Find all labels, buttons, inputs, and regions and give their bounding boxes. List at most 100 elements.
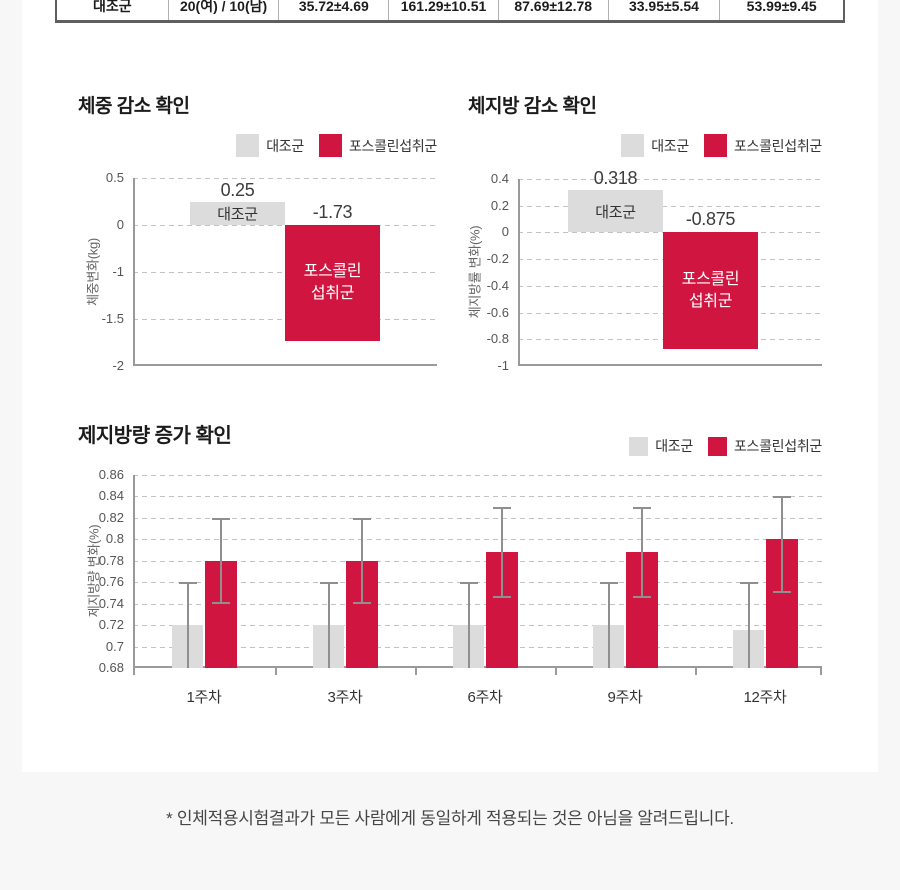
treatment-error-cap bbox=[773, 590, 791, 593]
control-error-bar bbox=[328, 582, 330, 668]
treatment-error-cap bbox=[353, 517, 371, 520]
control-error-cap bbox=[600, 582, 618, 585]
control-legend-label: 대조군 bbox=[266, 137, 304, 154]
y-tick-label: 0.76 bbox=[98, 574, 124, 590]
y-tick-label: -0.6 bbox=[486, 304, 509, 320]
gridline bbox=[133, 518, 822, 519]
legend-weight-chart: 대조군 포스콜린섭취군 bbox=[133, 134, 437, 157]
bar-value-label: -0.875 bbox=[685, 209, 736, 230]
bar-value-label: -1.73 bbox=[312, 202, 353, 222]
treatment-error-cap bbox=[212, 517, 230, 520]
table-cell: 87.69±12.78 bbox=[499, 0, 609, 20]
y-tick-label: -1 bbox=[497, 358, 509, 373]
y-tick-label: 0.4 bbox=[490, 171, 509, 186]
y-tick-label: 0.68 bbox=[98, 660, 124, 675]
table-cell: 대조군 bbox=[57, 0, 169, 20]
bar-value-label: 0.318 bbox=[593, 167, 638, 188]
y-tick-label: 0.8 bbox=[105, 531, 124, 547]
gridline bbox=[133, 475, 822, 476]
y-tick-label: 0.2 bbox=[490, 197, 509, 213]
y-tick-label: 0.5 bbox=[105, 170, 124, 185]
x-axis-label: 12주차 bbox=[743, 689, 787, 706]
control-error-cap bbox=[320, 582, 338, 585]
treatment-legend-swatch bbox=[707, 436, 727, 456]
table-cell: 20(여) / 10(남) bbox=[169, 0, 280, 20]
control-error-cap bbox=[460, 582, 478, 585]
treatment-error-cap bbox=[633, 507, 651, 510]
y-tick-label: 0.7 bbox=[105, 638, 124, 654]
control-legend-swatch bbox=[236, 134, 260, 157]
chart-title-bodyfat-loss: 체지방 감소 확인 bbox=[468, 96, 597, 117]
control-error-bar bbox=[748, 582, 750, 668]
control-error-bar bbox=[187, 582, 189, 668]
disclaimer-text: * 인체적용시험결과가 모든 사람에게 동일하게 적용되는 것은 아님을 알려드… bbox=[166, 809, 734, 828]
legend-leanmass-chart: 대조군 포스콜린섭취군 bbox=[518, 436, 822, 456]
control-bar bbox=[190, 201, 285, 225]
x-axis-line bbox=[518, 364, 822, 366]
control-error-cap bbox=[179, 582, 197, 585]
treatment-error-cap bbox=[773, 496, 791, 499]
control-legend-label: 대조군 bbox=[651, 137, 689, 154]
chart-title-leanmass-gain: 제지방량 증가 확인 bbox=[78, 425, 232, 447]
x-axis-tick bbox=[820, 668, 822, 675]
treatment-error-cap bbox=[493, 507, 511, 510]
control-legend-swatch bbox=[621, 134, 645, 157]
control-error-cap bbox=[740, 582, 758, 585]
x-axis-tick bbox=[555, 668, 557, 675]
y-axis-line bbox=[518, 179, 520, 366]
y-tick-label: 0.86 bbox=[98, 467, 124, 482]
treatment-legend-label: 포스콜린섭취군 bbox=[733, 137, 822, 154]
x-axis-tick bbox=[415, 668, 417, 675]
table-cell: 35.72±4.69 bbox=[279, 0, 390, 20]
gridline bbox=[518, 206, 822, 207]
control-legend-label: 대조군 bbox=[655, 438, 693, 454]
y-tick-label: -1 bbox=[112, 264, 124, 279]
treatment-error-bar bbox=[220, 517, 222, 604]
y-tick-label: -1.5 bbox=[101, 311, 124, 326]
treatment-bar bbox=[285, 225, 380, 341]
gridline bbox=[133, 178, 437, 179]
x-axis-label: 3주차 bbox=[327, 689, 363, 706]
subject-table: 대조군 20(여) / 10(남) 35.72±4.69 161.29±10.51 87… bbox=[55, 0, 845, 23]
y-tick-label: -2 bbox=[112, 358, 124, 373]
gridline bbox=[133, 604, 822, 605]
y-tick-label: 0.74 bbox=[98, 595, 124, 611]
x-axis-label: 9주차 bbox=[607, 689, 643, 706]
y-tick-label: -0.2 bbox=[486, 251, 509, 267]
bodyfat-change-chart: 0.4 0.2 0 -0.2 -0.4 -0.6 -0.8 -1 대조군 0.318 포스콜린 섭취… bbox=[487, 168, 822, 373]
treatment-legend-label: 포스콜린섭취군 bbox=[348, 137, 437, 154]
treatment-error-bar bbox=[781, 496, 783, 593]
control-error-bar bbox=[468, 582, 470, 668]
weight-change-chart: 0.5 0 -1 -1.5 -2 대조군 0.25 포스콜린 섭취군 -1.73 bbox=[102, 170, 437, 373]
gridline bbox=[133, 561, 822, 562]
control-legend-swatch bbox=[629, 436, 649, 456]
treatment-bar bbox=[663, 232, 758, 350]
gridline bbox=[518, 179, 822, 180]
bar-value-label: 0.25 bbox=[220, 179, 255, 200]
gridline bbox=[133, 496, 822, 497]
x-axis-tick bbox=[695, 668, 697, 675]
y-tick-label: 0.72 bbox=[98, 617, 124, 633]
treatment-error-cap bbox=[493, 596, 511, 599]
x-axis-tick bbox=[275, 668, 277, 675]
y-axis-line bbox=[133, 178, 135, 366]
table-cell: 53.99±9.45 bbox=[746, 0, 817, 14]
y-tick-label: -0.4 bbox=[486, 277, 509, 293]
x-axis-line bbox=[133, 364, 437, 366]
treatment-legend-swatch bbox=[703, 134, 727, 157]
treatment-error-cap bbox=[353, 601, 371, 604]
x-axis-label: 6주차 bbox=[467, 689, 503, 706]
gridline bbox=[133, 539, 822, 540]
y-tick-label: 0 bbox=[116, 217, 124, 232]
treatment-error-cap bbox=[633, 596, 651, 599]
table-cell: 161.29±10.51 bbox=[389, 0, 499, 20]
treatment-legend-swatch bbox=[318, 134, 342, 157]
x-axis-label: 1주차 bbox=[186, 689, 222, 706]
treatment-error-bar bbox=[501, 507, 503, 599]
y-tick-label: 0.82 bbox=[98, 509, 124, 525]
treatment-error-bar bbox=[361, 517, 363, 604]
table-cell: 33.95±5.54 bbox=[609, 0, 721, 20]
legend-bodyfat-chart: 대조군 포스콜린섭취군 bbox=[518, 134, 822, 157]
treatment-legend-label: 포스콜린섭취군 bbox=[733, 438, 822, 454]
